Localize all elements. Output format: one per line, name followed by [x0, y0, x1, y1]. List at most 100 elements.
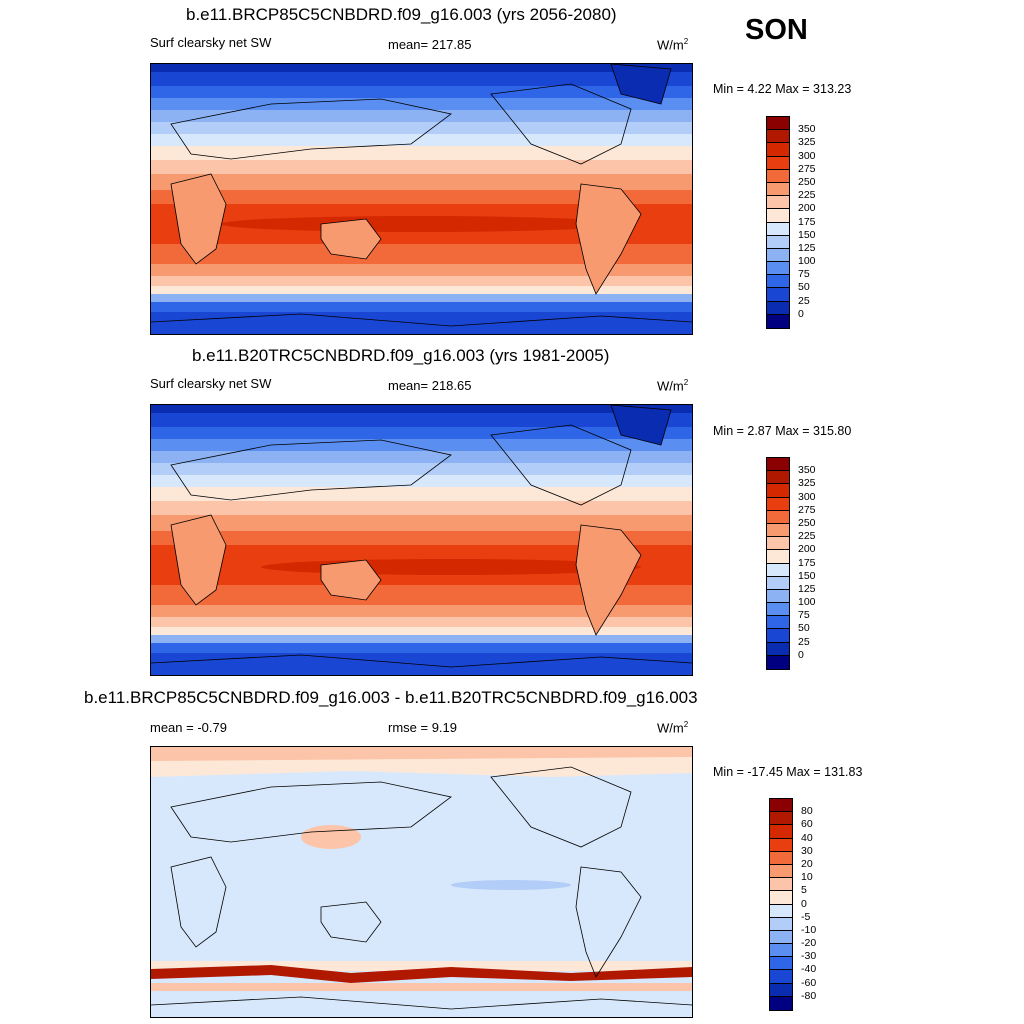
colorbar-tick-label: 325	[798, 136, 816, 149]
colorbar-swatch	[767, 458, 789, 472]
colorbar-swatch	[767, 156, 789, 170]
colorbar-swatch	[770, 878, 792, 892]
colorbar-swatch	[767, 169, 789, 183]
colorbar-swatch	[767, 262, 789, 276]
colorbar-tick-label: 0	[798, 648, 804, 661]
colorbar-swatch	[767, 117, 789, 131]
panel2-mean: mean= 218.65	[388, 378, 472, 393]
colorbar-tick-label: 50	[798, 281, 810, 294]
colorbar-swatch	[767, 484, 789, 498]
colorbar-tick-label: 25	[798, 635, 810, 648]
colorbar-tick-label: 75	[798, 268, 810, 281]
colorbar-swatch	[770, 983, 792, 997]
colorbar-swatch	[770, 970, 792, 984]
colorbar-tick-label: 350	[798, 123, 816, 136]
colorbar-tick-label: 150	[798, 569, 816, 582]
colorbar-tick-label: -80	[801, 989, 817, 1002]
colorbar-swatch	[770, 864, 792, 879]
colorbar-swatch	[767, 209, 789, 223]
colorbar-swatch	[767, 275, 789, 289]
colorbar-tick-label: 0	[798, 307, 804, 320]
colorbar-swatch	[767, 301, 789, 315]
panel2-colorbar	[766, 457, 790, 670]
colorbar-swatch	[770, 825, 792, 839]
colorbar-tick-label: 0	[801, 897, 807, 910]
colorbar-swatch	[770, 904, 792, 918]
colorbar-swatch	[767, 629, 789, 643]
colorbar-tick-label: 25	[798, 294, 810, 307]
colorbar-tick-label: 80	[801, 805, 813, 818]
colorbar-swatch	[767, 471, 789, 485]
season-label: SON	[745, 14, 808, 46]
colorbar-swatch	[767, 576, 789, 590]
colorbar-swatch	[770, 812, 792, 826]
panel3-minmax: Min = -17.45 Max = 131.83	[713, 765, 863, 779]
colorbar-tick-label: 125	[798, 582, 816, 595]
colorbar-swatch	[770, 799, 792, 813]
colorbar-tick-label: 40	[801, 831, 813, 844]
panel1-units: W/m2	[657, 37, 689, 53]
colorbar-tick-label: -10	[801, 923, 817, 936]
colorbar-swatch	[767, 248, 789, 263]
colorbar-tick-label: 175	[798, 556, 816, 569]
colorbar-swatch	[767, 642, 789, 656]
colorbar-tick-label: 225	[798, 189, 816, 202]
colorbar-tick-label: 20	[801, 857, 813, 870]
colorbar-swatch	[770, 851, 792, 865]
panel2-map	[150, 404, 693, 676]
panel1-minmax: Min = 4.22 Max = 313.23	[713, 82, 852, 96]
panel3-colorbar	[769, 798, 793, 1011]
colorbar-swatch	[767, 655, 789, 669]
panel3-rmse: rmse = 9.19	[388, 720, 458, 735]
colorbar-tick-label: 10	[801, 871, 813, 884]
colorbar-swatch	[767, 314, 789, 328]
colorbar-swatch	[767, 288, 789, 302]
colorbar-tick-label: 325	[798, 477, 816, 490]
colorbar-tick-label: 5	[801, 884, 807, 897]
colorbar-swatch	[770, 996, 792, 1010]
colorbar-tick-label: 300	[798, 149, 816, 162]
colorbar-tick-label: -20	[801, 937, 817, 950]
colorbar-swatch	[767, 616, 789, 630]
colorbar-tick-label: 60	[801, 818, 813, 831]
colorbar-swatch	[767, 143, 789, 157]
colorbar-tick-label: 50	[798, 622, 810, 635]
panel1-variable: Surf clearsky net SW	[150, 35, 272, 50]
panel1-colorbar	[766, 116, 790, 329]
panel2-variable: Surf clearsky net SW	[150, 376, 272, 391]
colorbar-tick-label: 350	[798, 464, 816, 477]
panel1-mean: mean= 217.85	[388, 37, 472, 52]
colorbar-tick-label: 275	[798, 503, 816, 516]
colorbar-tick-label: 225	[798, 530, 816, 543]
colorbar-tick-label: 100	[798, 255, 816, 268]
panel3-title: b.e11.BRCP85C5CNBDRD.f09_g16.003 - b.e11…	[84, 688, 698, 707]
colorbar-swatch	[770, 957, 792, 971]
colorbar-tick-label: -5	[801, 910, 811, 923]
panel3-mean: mean = -0.79	[150, 720, 227, 735]
colorbar-tick-label: 125	[798, 241, 816, 254]
colorbar-swatch	[767, 130, 789, 144]
colorbar-swatch	[767, 589, 789, 604]
colorbar-tick-label: 75	[798, 609, 810, 622]
colorbar-swatch	[767, 196, 789, 210]
colorbar-swatch	[767, 550, 789, 564]
colorbar-tick-label: 275	[798, 162, 816, 175]
colorbar-swatch	[770, 838, 792, 852]
panel2-minmax: Min = 2.87 Max = 315.80	[713, 424, 852, 438]
panel3-map	[150, 746, 693, 1018]
colorbar-swatch	[767, 497, 789, 511]
colorbar-swatch	[767, 563, 789, 577]
panel2-title: b.e11.B20TRC5CNBDRD.f09_g16.003 (yrs 198…	[192, 346, 610, 365]
panel2-units: W/m2	[657, 378, 689, 394]
colorbar-tick-label: 100	[798, 596, 816, 609]
colorbar-swatch	[767, 235, 789, 249]
colorbar-tick-label: 200	[798, 202, 816, 215]
panel1-title: b.e11.BRCP85C5CNBDRD.f09_g16.003 (yrs 20…	[186, 5, 617, 24]
colorbar-swatch	[767, 603, 789, 617]
colorbar-tick-label: 175	[798, 215, 816, 228]
panel3-units: W/m2	[657, 720, 689, 736]
colorbar-swatch	[767, 537, 789, 551]
colorbar-tick-label: -60	[801, 976, 817, 989]
colorbar-tick-label: 30	[801, 844, 813, 857]
colorbar-tick-label: 200	[798, 543, 816, 556]
